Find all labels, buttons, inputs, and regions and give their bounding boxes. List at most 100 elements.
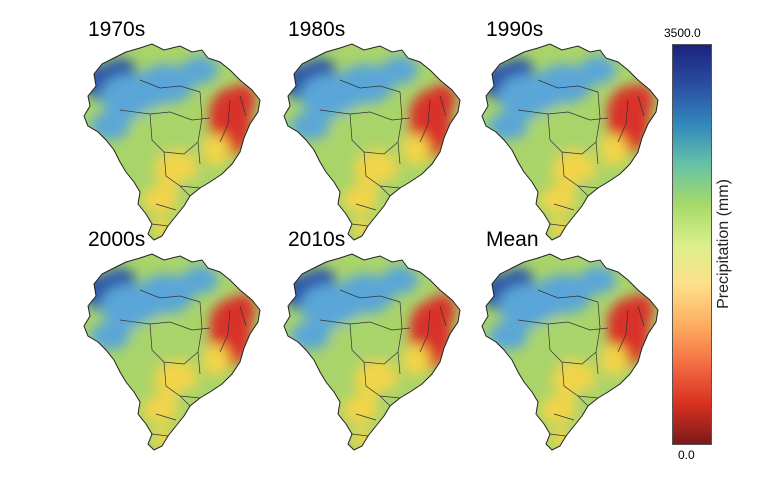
- precipitation-region: [182, 266, 218, 294]
- precipitation-region: [580, 56, 616, 84]
- state-border: [155, 203, 177, 211]
- state-border: [219, 99, 231, 143]
- precipitation-region: [626, 84, 654, 116]
- state-border: [339, 79, 401, 93]
- country-outline: [83, 253, 261, 451]
- state-border: [517, 109, 609, 121]
- state-border: [379, 395, 401, 399]
- state-border: [561, 151, 589, 197]
- state-border: [439, 305, 447, 327]
- state-border: [397, 301, 403, 375]
- state-border: [119, 109, 211, 121]
- country-outline: [83, 43, 261, 241]
- precipitation-region: [338, 274, 394, 314]
- precipitation-region: [342, 186, 378, 214]
- brazil-precipitation-map: [481, 253, 659, 451]
- state-border: [595, 91, 601, 165]
- state-border: [163, 151, 191, 197]
- state-border: [617, 99, 629, 143]
- state-border: [239, 95, 247, 117]
- state-border: [319, 109, 411, 121]
- state-border: [517, 319, 609, 331]
- precipitation-region: [202, 134, 230, 166]
- colorbar-title: Precipitation (mm): [715, 179, 732, 309]
- state-border: [379, 185, 401, 189]
- precipitation-region: [574, 178, 602, 202]
- state-border: [179, 185, 201, 189]
- precipitation-region: [338, 64, 394, 104]
- state-border: [577, 395, 599, 399]
- precipitation-region: [290, 112, 330, 140]
- precipitation-region: [182, 56, 218, 84]
- state-border: [561, 361, 589, 407]
- state-border: [617, 309, 629, 353]
- map-panel: 1980s: [280, 18, 470, 241]
- panel-title: 1970s: [88, 18, 146, 41]
- precipitation-region: [134, 318, 186, 358]
- panel-title: 2010s: [288, 228, 346, 251]
- precipitation-region: [376, 388, 404, 412]
- state-border: [637, 305, 645, 327]
- precipitation-region: [600, 344, 628, 376]
- precipitation-region: [228, 84, 256, 116]
- panel-title: 1980s: [288, 18, 346, 41]
- precipitation-region: [342, 396, 378, 424]
- map-panel: 1990s: [478, 18, 668, 241]
- brazil-precipitation-map: [283, 43, 461, 241]
- precipitation-region: [176, 178, 204, 202]
- state-border: [319, 319, 411, 331]
- state-border: [351, 433, 369, 437]
- state-border: [553, 413, 575, 421]
- precipitation-region: [228, 294, 256, 326]
- state-border: [197, 301, 203, 375]
- precipitation-region: [532, 318, 584, 358]
- precipitation-region: [536, 274, 592, 314]
- state-border: [219, 309, 231, 353]
- state-border: [595, 301, 601, 375]
- state-border: [355, 413, 377, 421]
- state-border: [637, 95, 645, 117]
- panel-title: Mean: [486, 228, 539, 251]
- precipitation-region: [334, 318, 386, 358]
- state-border: [553, 203, 575, 211]
- country-outline: [283, 43, 461, 241]
- colorbar-max-label: 3500.0: [664, 26, 701, 40]
- precipitation-region: [540, 396, 576, 424]
- precipitation-region: [352, 428, 372, 448]
- precipitation-region: [626, 294, 654, 326]
- precipitation-region: [540, 186, 576, 214]
- state-border: [355, 203, 377, 211]
- country-outline: [481, 253, 659, 451]
- state-border: [155, 413, 177, 421]
- state-border: [439, 95, 447, 117]
- map-panel: 1970s: [80, 18, 270, 241]
- state-border: [151, 433, 169, 437]
- state-border: [163, 361, 191, 407]
- precipitation-region: [428, 84, 456, 116]
- colorbar-min-label: 0.0: [678, 448, 695, 462]
- precipitation-region: [90, 112, 130, 140]
- map-panel: 2000s: [80, 228, 270, 451]
- brazil-precipitation-map: [481, 43, 659, 241]
- precipitation-region: [402, 134, 430, 166]
- state-border: [119, 319, 211, 331]
- precipitation-region: [142, 396, 178, 424]
- state-border: [351, 223, 369, 227]
- precipitation-region: [376, 178, 404, 202]
- state-border: [363, 361, 391, 407]
- precipitation-region: [138, 274, 194, 314]
- precipitation-region: [532, 108, 584, 148]
- state-border: [151, 223, 169, 227]
- precipitation-region: [574, 388, 602, 412]
- precipitation-colorbar: [672, 44, 712, 445]
- state-border: [197, 91, 203, 165]
- map-panel: Mean: [478, 228, 668, 451]
- precipitation-region: [550, 428, 570, 448]
- precipitation-region: [142, 186, 178, 214]
- state-border: [339, 289, 401, 303]
- precipitation-region: [488, 112, 528, 140]
- precipitation-region: [580, 266, 616, 294]
- state-border: [179, 395, 201, 399]
- state-border: [537, 289, 599, 303]
- state-border: [419, 99, 431, 143]
